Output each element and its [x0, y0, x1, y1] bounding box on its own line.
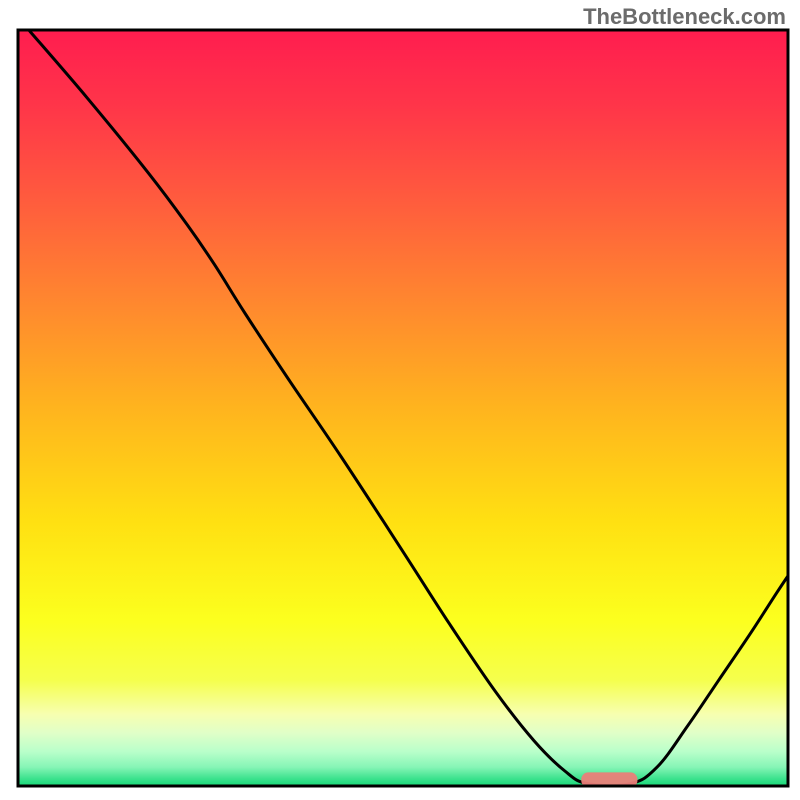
watermark-text: TheBottleneck.com	[583, 4, 786, 30]
bottleneck-chart	[0, 0, 800, 800]
gradient-background	[18, 30, 788, 786]
